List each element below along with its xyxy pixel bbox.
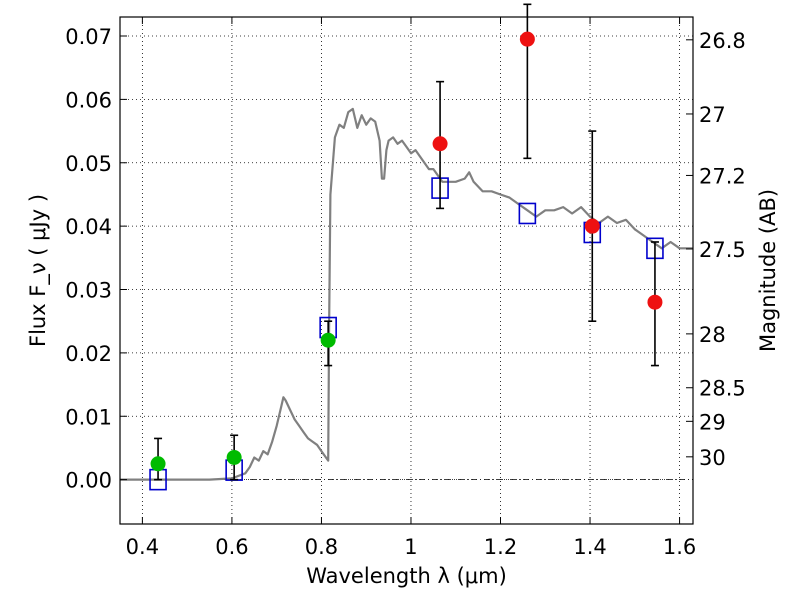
observed-flux-point: [320, 332, 336, 348]
x-tick-label: 0.6: [215, 535, 248, 559]
y-tick-label: 0.07: [65, 25, 112, 49]
model-spectrum-line: [120, 107, 693, 481]
y-tick-label: 0.06: [65, 88, 112, 112]
y2-tick-label: 29: [699, 410, 726, 434]
x-tick-label: 1.6: [663, 535, 696, 559]
y-tick-label: 0.00: [65, 469, 112, 493]
x-axis-label: Wavelength λ (μm): [306, 564, 507, 588]
x-tick-label: 1.4: [573, 535, 606, 559]
y2-tick-label: 27: [699, 103, 726, 127]
y2-tick-label: 30: [699, 446, 726, 470]
x-tick-label: 1: [404, 535, 417, 559]
y-tick-label: 0.01: [65, 405, 112, 429]
x-tick-label: 0.4: [126, 535, 159, 559]
observed-flux-point: [432, 136, 448, 152]
plot-frame: [119, 16, 694, 525]
y-tick-label: 0.05: [65, 152, 112, 176]
y-tick-label: 0.04: [65, 215, 112, 239]
y-tick-label: 0.02: [65, 342, 112, 366]
y-tick-label: 0.03: [65, 279, 112, 303]
observed-flux-point: [150, 456, 166, 472]
observed-flux-point: [647, 294, 663, 310]
axis-ticks: 0.4 0.6 0.8 1 1.2 1.4 1.6 0.00 0.01 0.02 0.03 0.04 0…: [65, 17, 746, 559]
y2-tick-label: 27.2: [699, 164, 746, 188]
y2-tick-label: 28.5: [699, 377, 746, 401]
observed-flux-point: [584, 218, 600, 234]
x-tick-label: 1.2: [484, 535, 517, 559]
y2-axis-label: Magnitude (AB): [756, 189, 780, 352]
observed-flux-point: [226, 449, 242, 465]
model-flux-square: [518, 202, 537, 225]
x-tick-label: 0.8: [305, 535, 338, 559]
y2-tick-label: 27.5: [699, 238, 746, 262]
y2-tick-label: 26.8: [699, 29, 746, 53]
y2-tick-label: 28: [699, 323, 726, 347]
y-axis-label: Flux F_ν ( μJy ): [26, 194, 51, 347]
plot-area: [120, 3, 693, 491]
grid-lines: [120, 17, 693, 524]
observed-flux-point: [519, 31, 535, 47]
